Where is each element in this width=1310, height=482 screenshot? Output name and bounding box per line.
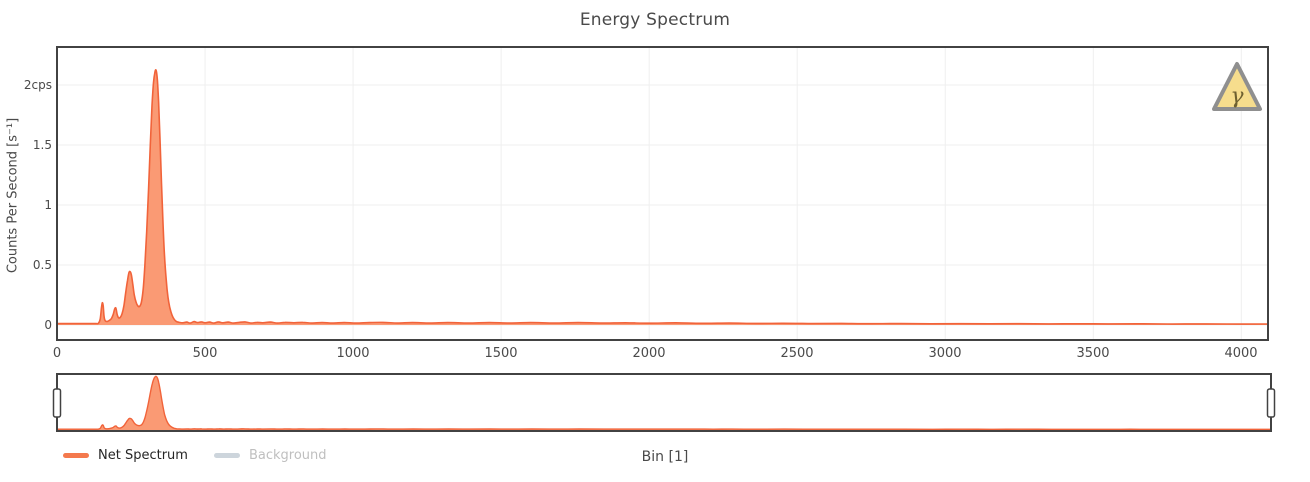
main-plot-area[interactable] bbox=[57, 47, 1268, 340]
x-tick-label: 0 bbox=[52, 346, 62, 361]
navigator-left-handle[interactable] bbox=[52, 388, 62, 418]
net-spectrum-swatch-icon bbox=[63, 453, 89, 458]
gamma-symbol: γ bbox=[1230, 84, 1244, 109]
x-tick-label: 4000 bbox=[1224, 346, 1258, 361]
gamma-annotation-icon[interactable]: γ bbox=[1212, 62, 1262, 111]
y-tick-label: 1.5 bbox=[32, 138, 52, 152]
legend-label: Background bbox=[248, 448, 327, 463]
legend-label: Net Spectrum bbox=[98, 448, 188, 463]
x-tick-label: 3500 bbox=[1076, 346, 1110, 361]
main-plot-border bbox=[56, 46, 1269, 341]
y-tick-label: 0.5 bbox=[32, 258, 52, 272]
x-tick-label: 3000 bbox=[928, 346, 962, 361]
x-tick-label: 2500 bbox=[780, 346, 814, 361]
navigator-series bbox=[58, 375, 1270, 430]
y-tick-label: 2cps bbox=[23, 78, 52, 92]
y-tick-label: 0 bbox=[44, 318, 52, 332]
navigator-right-handle[interactable] bbox=[1266, 388, 1276, 418]
navigator-line bbox=[58, 375, 1270, 430]
x-tick-label: 1500 bbox=[484, 346, 518, 361]
navigator-border bbox=[56, 373, 1272, 432]
net-spectrum-line bbox=[58, 69, 1267, 325]
background-swatch-icon bbox=[213, 453, 240, 458]
x-tick-label: 1000 bbox=[336, 346, 370, 361]
x-axis-title: Bin [1] bbox=[641, 449, 689, 465]
y-tick-label: 1 bbox=[44, 198, 52, 212]
net-spectrum-series bbox=[58, 69, 1267, 325]
navigator-track[interactable] bbox=[58, 375, 1270, 430]
x-tick-label: 500 bbox=[192, 346, 218, 361]
chart-legend: Net Spectrum Background bbox=[63, 448, 327, 463]
legend-item-background[interactable]: Background bbox=[213, 448, 327, 463]
x-tick-label: 2000 bbox=[632, 346, 666, 361]
warning-triangle-icon bbox=[1212, 62, 1262, 111]
legend-item-net-spectrum[interactable]: Net Spectrum bbox=[63, 448, 188, 463]
chart-title: Energy Spectrum bbox=[579, 10, 731, 30]
